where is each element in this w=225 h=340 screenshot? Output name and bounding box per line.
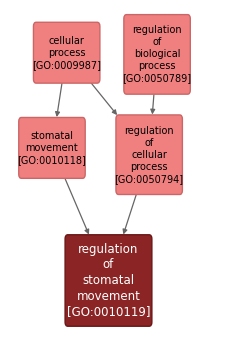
FancyBboxPatch shape xyxy=(115,115,182,194)
FancyBboxPatch shape xyxy=(33,22,99,83)
Text: regulation
of
stomatal
movement
[GO:0010119]: regulation of stomatal movement [GO:0010… xyxy=(66,243,150,318)
Text: cellular
process
[GO:0009987]: cellular process [GO:0009987] xyxy=(32,36,101,70)
Text: regulation
of
cellular
process
[GO:0050794]: regulation of cellular process [GO:00507… xyxy=(114,126,183,184)
FancyBboxPatch shape xyxy=(123,15,189,94)
Text: stomatal
movement
[GO:0010118]: stomatal movement [GO:0010118] xyxy=(18,131,86,165)
Text: regulation
of
biological
process
[GO:0050789]: regulation of biological process [GO:005… xyxy=(122,26,191,83)
FancyBboxPatch shape xyxy=(65,235,151,326)
FancyBboxPatch shape xyxy=(19,118,85,178)
